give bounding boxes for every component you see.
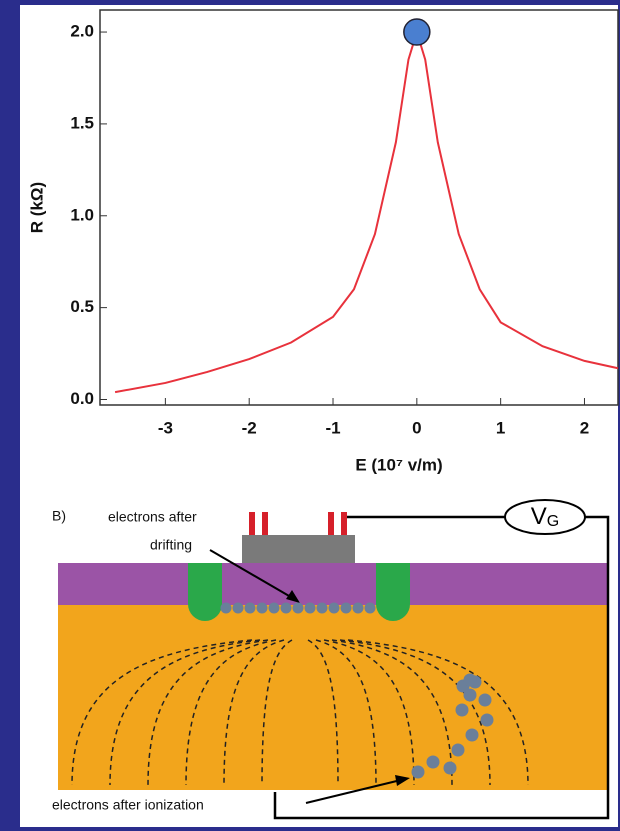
field-line [71,639,253,786]
arrowhead [395,775,410,786]
x-tick-label: 2 [580,418,589,437]
gate [242,535,355,563]
electron [451,743,465,757]
source-main: V [531,503,547,530]
well [188,563,222,621]
field-line [307,639,339,786]
x-tick-label: 1 [496,418,505,437]
panel-label: B) [52,508,66,524]
field-line [339,639,491,786]
oxide-layer [58,563,608,605]
y-axis-label: R (kΩ) [27,182,46,233]
source-sub: G [547,513,559,530]
electron [455,703,469,717]
y-tick-label: 1.0 [70,205,94,224]
wire [273,515,610,820]
electron [443,761,457,775]
electron [304,602,316,614]
drift-label: electrons after [108,509,197,525]
contact [249,512,255,535]
electron [232,602,244,614]
ionization-label: electrons after ionization [52,797,204,813]
field-line [323,639,415,786]
drift-label: drifting [150,537,192,553]
electron [480,713,494,727]
field-line [223,639,285,786]
voltage-source-label: VG [531,503,559,530]
contact [328,512,334,535]
highlight-point [403,18,431,46]
x-tick-label: -1 [325,418,340,437]
electron [463,688,477,702]
electron [478,693,492,707]
contact [341,512,347,535]
y-tick-label: 2.0 [70,22,94,41]
electron [465,728,479,742]
electron [316,602,328,614]
field-line [261,639,293,786]
contact [262,512,268,535]
electron [268,602,280,614]
arrow [209,549,297,601]
field-line [109,639,261,786]
electron [256,602,268,614]
diagram: VG B) electrons after drifting electrons… [52,499,610,820]
chart: 0.0 0.5 1.0 1.5 2.0 -3 -2 -1 0 1 2 E (10⁷ v/m) R (kΩ… [27,9,619,474]
y-tick-label: 0.5 [70,297,94,316]
x-tick-label: 0 [412,418,421,437]
electron [411,765,425,779]
x-axis-label: E (10⁷ v/m) [355,455,442,474]
electron [244,602,256,614]
electron [463,673,477,687]
electron [340,602,352,614]
electron [426,755,440,769]
well [376,563,410,621]
field-line [185,639,277,786]
electron [328,602,340,614]
arrowhead [286,590,300,603]
voltage-source [504,499,586,535]
y-tick-label: 1.5 [70,113,94,132]
electron [220,602,232,614]
y-tick-label: 0.0 [70,389,94,408]
data-line [114,28,619,394]
x-tick-label: -3 [158,418,173,437]
electron [352,602,364,614]
electron [364,602,376,614]
arrow [305,778,406,804]
electron [292,602,304,614]
x-tick-label: -2 [242,418,257,437]
plot-frame [99,9,619,406]
electron [280,602,292,614]
field-line [315,639,377,786]
